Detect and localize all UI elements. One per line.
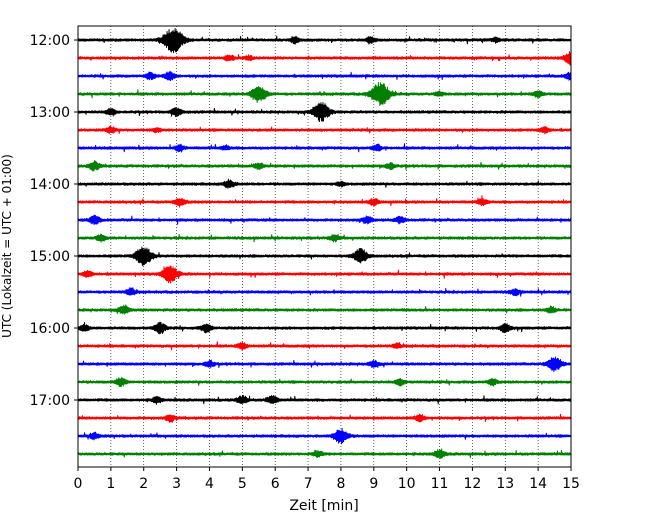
y-tick-label: 14:00	[30, 177, 70, 193]
plot-frame	[77, 25, 572, 468]
seismogram-trace-1215	[77, 50, 572, 66]
seismogram-trace-1715	[77, 413, 572, 423]
x-tick-label: 14	[529, 476, 547, 492]
x-tick-label: 3	[172, 476, 181, 492]
x-axis-label: Zeit [min]	[289, 498, 358, 514]
x-tick-label: 6	[271, 476, 280, 492]
seismogram-trace-1615	[77, 341, 572, 351]
x-axis: 0 1 2 3 4 5 6 7 8 9 10 11 12 13 14 15	[74, 467, 580, 492]
x-tick-label: 4	[205, 476, 214, 492]
y-tick-label: 16:00	[30, 321, 70, 337]
seismogram-trace-1630	[77, 356, 572, 373]
seismogram-trace-1445	[77, 233, 572, 243]
x-tick-label: 1	[106, 476, 115, 492]
x-tick-label: 7	[304, 476, 313, 492]
x-tick-label: 15	[562, 476, 580, 492]
x-tick-label: 5	[238, 476, 247, 492]
y-tick-label: 12:00	[30, 33, 70, 49]
seismogram-trace-1430	[77, 214, 572, 226]
x-tick-label: 0	[74, 476, 83, 492]
seismogram-trace-1745	[77, 448, 572, 460]
x-tick-label: 9	[369, 476, 378, 492]
seismogram-trace-1600	[77, 321, 572, 335]
seismogram-trace-1300	[77, 102, 572, 123]
seismogram-trace-1515	[77, 265, 572, 284]
seismogram-trace-1245	[77, 81, 572, 106]
x-tick-label: 12	[463, 476, 481, 492]
seismogram-trace-1315	[77, 125, 572, 135]
seismogram-trace-1330	[77, 143, 572, 153]
x-tick-label: 2	[139, 476, 148, 492]
seismogram-trace-1730	[77, 428, 572, 445]
seismogram-trace-1500	[77, 246, 572, 267]
y-axis-label: UTC (Lokalzeit = UTC + 01:00)	[0, 154, 14, 338]
x-tick-label: 13	[496, 476, 514, 492]
x-tick-label: 10	[398, 476, 416, 492]
x-tick-label: 11	[431, 476, 449, 492]
x-tick-label: 8	[336, 476, 345, 492]
seismogram-trace-1415	[77, 195, 572, 208]
y-axis: 12:00 13:00 14:00 15:00 16:00 17:00	[30, 33, 78, 409]
seismogram-trace-1200	[77, 27, 572, 54]
seismogram-trace-1230	[77, 70, 572, 82]
seismogram-trace-1645	[77, 376, 572, 388]
seismogram-trace-1700	[77, 395, 572, 405]
seismogram-trace-1545	[77, 304, 572, 315]
seismogram-trace-1345	[77, 160, 572, 172]
trace-group	[77, 27, 572, 460]
seismogram-trace-1530	[77, 287, 572, 297]
y-tick-label: 17:00	[30, 393, 70, 409]
y-tick-label: 15:00	[30, 249, 70, 265]
y-tick-label: 13:00	[30, 105, 70, 121]
seismogram-trace-1400	[77, 178, 572, 189]
